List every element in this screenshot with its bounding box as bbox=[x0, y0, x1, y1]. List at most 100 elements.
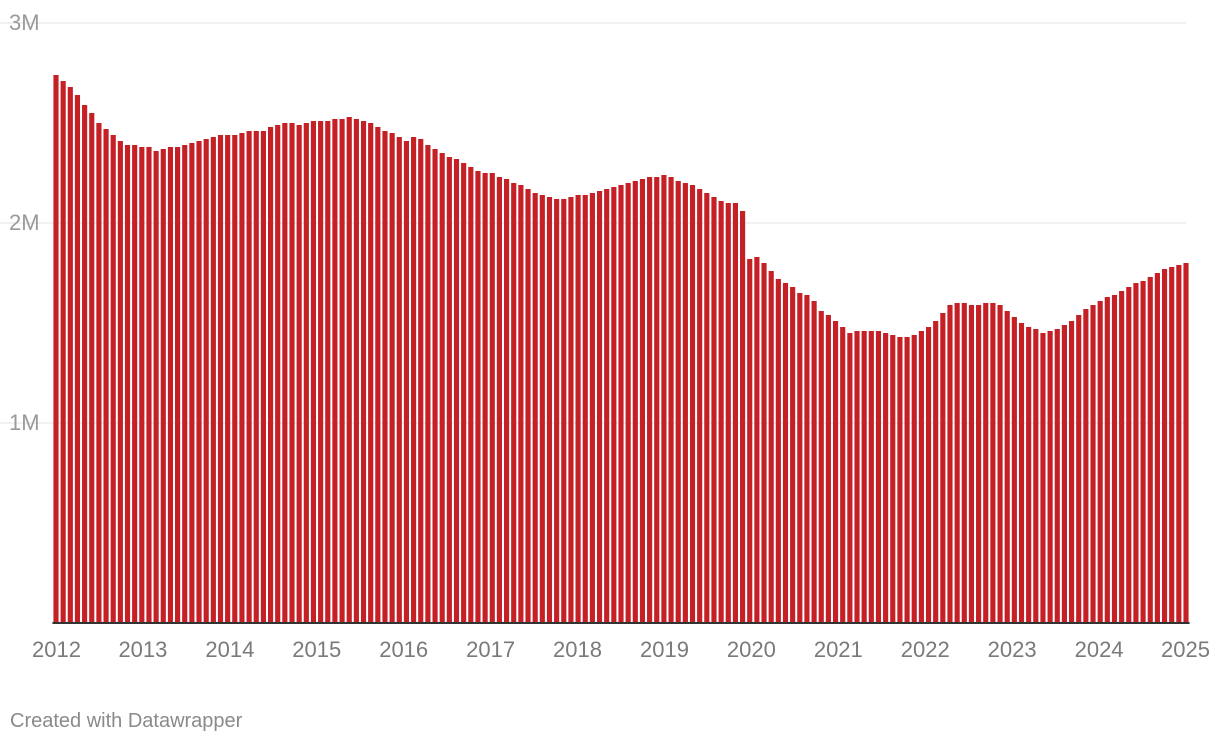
bar bbox=[1054, 329, 1060, 623]
bar bbox=[983, 303, 989, 623]
x-tick-label: 2017 bbox=[466, 637, 515, 662]
bar bbox=[60, 81, 66, 623]
bar bbox=[382, 131, 388, 623]
bar bbox=[811, 301, 817, 623]
bar bbox=[618, 185, 624, 623]
bar bbox=[1033, 329, 1039, 623]
x-tick-label: 2025 bbox=[1161, 637, 1210, 662]
bar bbox=[1011, 317, 1017, 623]
bar bbox=[861, 331, 867, 623]
bar bbox=[468, 167, 474, 623]
bar bbox=[797, 293, 803, 623]
bar bbox=[539, 195, 545, 623]
bar bbox=[1176, 265, 1182, 623]
x-tick-label: 2024 bbox=[1075, 637, 1124, 662]
x-tick-label: 2016 bbox=[379, 637, 428, 662]
bar bbox=[346, 117, 352, 623]
bar bbox=[582, 195, 588, 623]
bar bbox=[124, 145, 131, 623]
bar bbox=[625, 183, 631, 623]
bar bbox=[546, 197, 553, 623]
bar bbox=[918, 331, 924, 623]
bar bbox=[1147, 277, 1153, 623]
bar bbox=[682, 183, 688, 623]
bar bbox=[933, 321, 939, 623]
bar bbox=[339, 119, 345, 623]
bar bbox=[775, 279, 781, 623]
bar bbox=[425, 145, 431, 623]
y-tick-label: 1M bbox=[9, 410, 40, 435]
bar bbox=[203, 139, 209, 623]
bar bbox=[747, 259, 753, 623]
bar bbox=[661, 175, 667, 623]
bar bbox=[575, 195, 581, 623]
bar bbox=[890, 335, 896, 623]
bar bbox=[196, 141, 202, 623]
bar bbox=[718, 201, 724, 623]
bar bbox=[360, 121, 367, 623]
bar bbox=[368, 123, 374, 623]
bar bbox=[997, 305, 1003, 623]
bar bbox=[1126, 287, 1132, 623]
bar bbox=[740, 211, 746, 623]
bar bbox=[96, 123, 102, 623]
y-tick-label: 2M bbox=[9, 210, 40, 235]
bar bbox=[961, 303, 967, 623]
x-tick-label: 2020 bbox=[727, 637, 776, 662]
x-tick-label: 2013 bbox=[118, 637, 167, 662]
bar bbox=[875, 331, 882, 623]
bar-series bbox=[53, 75, 1189, 623]
bar bbox=[353, 119, 359, 623]
bar bbox=[968, 305, 975, 623]
x-tick-label: 2014 bbox=[205, 637, 254, 662]
bar bbox=[282, 123, 288, 623]
bar bbox=[146, 147, 152, 623]
bar bbox=[596, 191, 603, 623]
bar bbox=[253, 131, 259, 623]
bar bbox=[868, 331, 874, 623]
bar bbox=[754, 257, 760, 623]
bar bbox=[1097, 301, 1103, 623]
bar bbox=[954, 303, 960, 623]
bar bbox=[632, 181, 638, 623]
bar bbox=[318, 121, 324, 623]
bar bbox=[725, 203, 731, 623]
bar bbox=[1018, 323, 1025, 623]
bar bbox=[1026, 327, 1032, 623]
bar bbox=[217, 135, 224, 623]
bar bbox=[1047, 331, 1053, 623]
bar bbox=[1119, 291, 1125, 623]
x-tick-label: 2019 bbox=[640, 637, 689, 662]
bar bbox=[1061, 325, 1067, 623]
bar bbox=[446, 157, 452, 623]
bar bbox=[532, 193, 538, 623]
bar bbox=[110, 135, 116, 623]
bar bbox=[310, 121, 317, 623]
bar bbox=[589, 193, 595, 623]
bar bbox=[768, 271, 774, 623]
bar bbox=[461, 163, 467, 623]
bar bbox=[804, 295, 810, 623]
bar bbox=[883, 333, 889, 623]
bar bbox=[1090, 305, 1096, 623]
credit-text: Created with Datawrapper bbox=[10, 710, 243, 732]
bar bbox=[1076, 315, 1082, 623]
bar bbox=[175, 147, 181, 623]
bar bbox=[246, 131, 252, 623]
x-tick-label: 2018 bbox=[553, 637, 602, 662]
bar bbox=[825, 315, 831, 623]
bar bbox=[990, 303, 996, 623]
x-tick-label: 2015 bbox=[292, 637, 341, 662]
bar bbox=[782, 283, 789, 623]
bar bbox=[897, 337, 903, 623]
bar bbox=[1183, 263, 1189, 623]
bar bbox=[418, 139, 424, 623]
bar bbox=[396, 137, 402, 623]
bar bbox=[654, 177, 660, 623]
bar bbox=[790, 287, 796, 623]
bar bbox=[275, 125, 281, 623]
bar bbox=[511, 183, 517, 623]
bar bbox=[947, 305, 953, 623]
bar bbox=[403, 141, 410, 623]
bar bbox=[940, 313, 946, 623]
